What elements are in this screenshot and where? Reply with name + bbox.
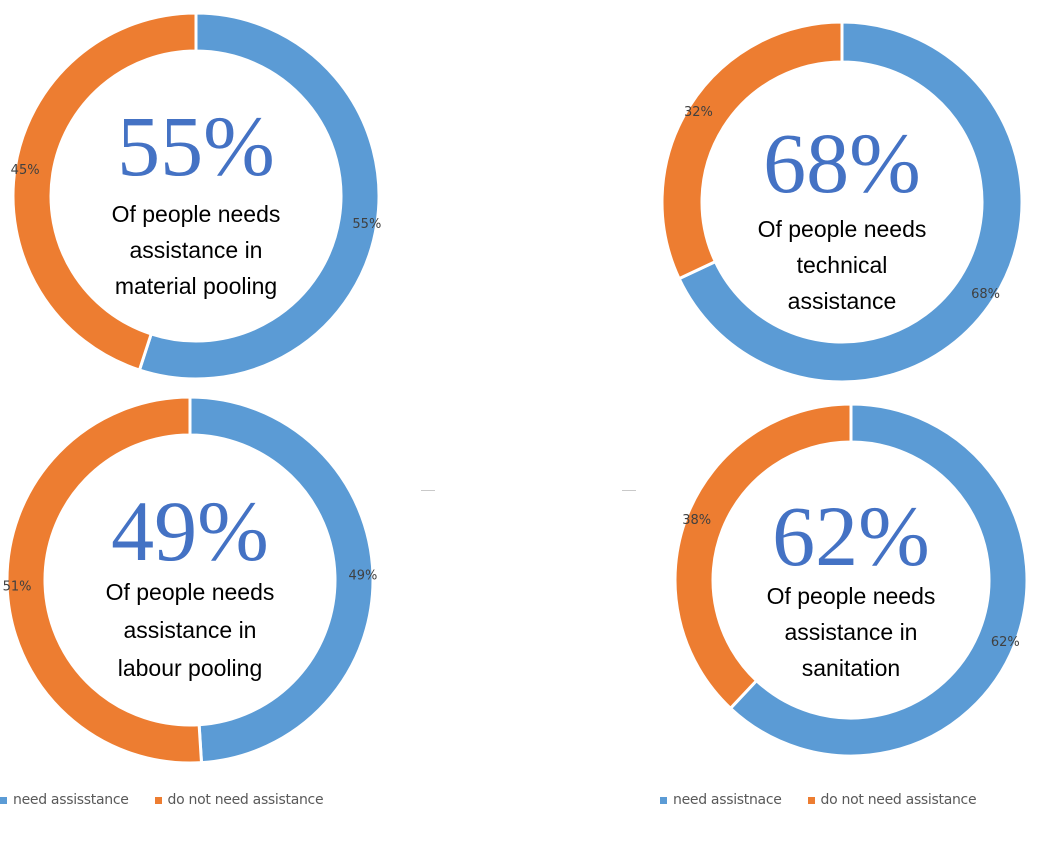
caption-line: assistance in	[785, 619, 918, 645]
slice-label: 62%	[991, 635, 1020, 650]
caption-line: Of people needs	[106, 579, 275, 605]
donut-slice-not-need	[660, 20, 844, 281]
divider-dash-right	[622, 490, 636, 491]
caption-line: technical	[797, 252, 888, 278]
slice-label: 45%	[11, 163, 40, 178]
donut-slice-not-need	[11, 11, 198, 372]
slice-label: 55%	[352, 217, 381, 232]
legend-item-not-need: do not need assistance	[154, 792, 324, 808]
caption-line: assistance in	[130, 237, 263, 263]
headline-percent: 55%	[117, 98, 275, 194]
headline-percent: 62%	[772, 488, 930, 584]
legend-label-need: need assisstance	[13, 792, 129, 808]
slice-label: 32%	[684, 105, 713, 120]
donut-slice-not-need	[673, 402, 853, 711]
caption-line: Of people needs	[758, 216, 927, 242]
divider-dash-left	[421, 490, 435, 491]
slice-label: 38%	[682, 513, 711, 528]
legend-item-need: need assisstance	[0, 792, 129, 808]
slice-label: 51%	[3, 579, 32, 594]
donut-chart-1: 55% 45% 55% Of people needs assistance in mat…	[11, 11, 381, 381]
legend-swatch-need	[660, 796, 667, 804]
legend-label-not-need: do not need assistance	[167, 792, 324, 808]
headline-percent: 68%	[763, 115, 921, 211]
legend-label-not-need: do not need assistance	[820, 792, 977, 808]
headline-percent: 49%	[111, 483, 269, 579]
slice-label: 68%	[971, 287, 1000, 302]
slice-label: 49%	[348, 569, 377, 584]
legend-right: need assistnace do not need assistance	[660, 792, 977, 808]
donut-slice-not-need	[5, 395, 204, 765]
legend-item-need: need assistnace	[660, 792, 782, 808]
legend-item-not-need: do not need assistance	[807, 792, 977, 808]
donut-slice-need	[728, 402, 1029, 758]
donut-chart-2: 68% 32% 68% Of people needs technical assista…	[660, 20, 1024, 384]
caption-line: assistance	[788, 288, 897, 314]
donut-slice-need	[137, 11, 381, 381]
legend-swatch-not-need	[154, 796, 162, 804]
legend-swatch-need	[0, 796, 7, 804]
caption-line: Of people needs	[112, 201, 281, 227]
caption-line: sanitation	[802, 655, 900, 681]
caption-line: labour pooling	[118, 655, 263, 681]
legend-label-need: need assistnace	[673, 792, 782, 808]
legend-left: need assisstance do not need assistance	[0, 792, 324, 808]
caption-line: Of people needs	[767, 583, 936, 609]
legend-swatch-not-need	[807, 796, 815, 804]
caption-line: assistance in	[124, 617, 257, 643]
caption-line: material pooling	[115, 273, 277, 299]
donut-slice-need	[188, 395, 375, 765]
donut-slice-need	[677, 20, 1024, 384]
